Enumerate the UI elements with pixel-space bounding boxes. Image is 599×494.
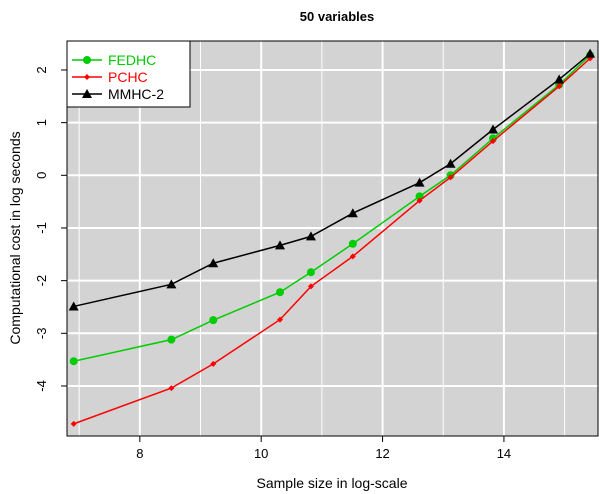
data-point-mmhc-2 xyxy=(347,208,358,218)
data-point-pchc xyxy=(416,197,423,204)
y-tick-label: -4 xyxy=(34,380,49,392)
data-point-pchc xyxy=(210,360,217,367)
data-point-fedhc xyxy=(276,288,285,297)
x-tick-label: 10 xyxy=(254,446,268,461)
y-tick-label: 1 xyxy=(34,119,49,126)
data-point-pchc xyxy=(349,253,356,260)
y-tick-label: -1 xyxy=(34,222,49,234)
data-point-fedhc xyxy=(306,268,315,277)
x-tick-label: 8 xyxy=(136,446,143,461)
plot-border xyxy=(66,40,599,437)
legend-label-fedhc: FEDHC xyxy=(108,52,156,68)
data-point-mmhc-2 xyxy=(585,48,596,58)
y-tick-label: -3 xyxy=(34,328,49,340)
data-point-pchc xyxy=(277,316,284,323)
data-point-fedhc xyxy=(69,357,78,366)
grid xyxy=(67,41,598,436)
data-point-pchc xyxy=(447,174,454,181)
data-point-fedhc xyxy=(209,316,218,325)
y-axis-label: Computational cost in log seconds xyxy=(7,131,23,344)
data-point-fedhc xyxy=(167,335,176,344)
y-tick-label: -2 xyxy=(34,275,49,287)
legend-marker-fedhc xyxy=(83,56,91,64)
series-layer xyxy=(68,48,596,427)
data-point-fedhc xyxy=(348,239,357,248)
data-point-mmhc-2 xyxy=(305,231,316,241)
data-point-mmhc-2 xyxy=(166,279,177,289)
legend-label-pchc: PCHC xyxy=(108,69,148,85)
data-point-mmhc-2 xyxy=(488,124,499,134)
chart-title: 50 variables xyxy=(300,9,374,24)
y-axis: -4 -3 -2 -1 0 1 2 xyxy=(34,66,67,392)
y-tick-label: 0 xyxy=(34,172,49,179)
legend-label-mmhc-2: MMHC-2 xyxy=(108,86,164,102)
data-point-pchc xyxy=(556,83,563,90)
data-point-mmhc-2 xyxy=(414,177,425,187)
data-point-mmhc-2 xyxy=(554,74,565,84)
x-axis-label: Sample size in log-scale xyxy=(257,475,408,491)
data-point-mmhc-2 xyxy=(208,258,219,268)
x-axis: 8 10 12 14 xyxy=(136,436,511,461)
x-tick-label: 14 xyxy=(497,446,511,461)
x-tick-label: 12 xyxy=(375,446,389,461)
legend-marker-mmhc-2 xyxy=(82,89,92,98)
data-point-mmhc-2 xyxy=(445,158,456,168)
data-point-pchc xyxy=(490,138,497,145)
data-point-mmhc-2 xyxy=(68,301,79,311)
legend-marker-pchc xyxy=(84,74,90,80)
series-mmhc-2 xyxy=(68,48,596,311)
data-point-mmhc-2 xyxy=(275,240,286,250)
y-tick-label: 2 xyxy=(34,66,49,73)
data-point-pchc xyxy=(307,283,314,290)
data-point-pchc xyxy=(168,385,175,392)
data-point-pchc xyxy=(70,420,77,427)
